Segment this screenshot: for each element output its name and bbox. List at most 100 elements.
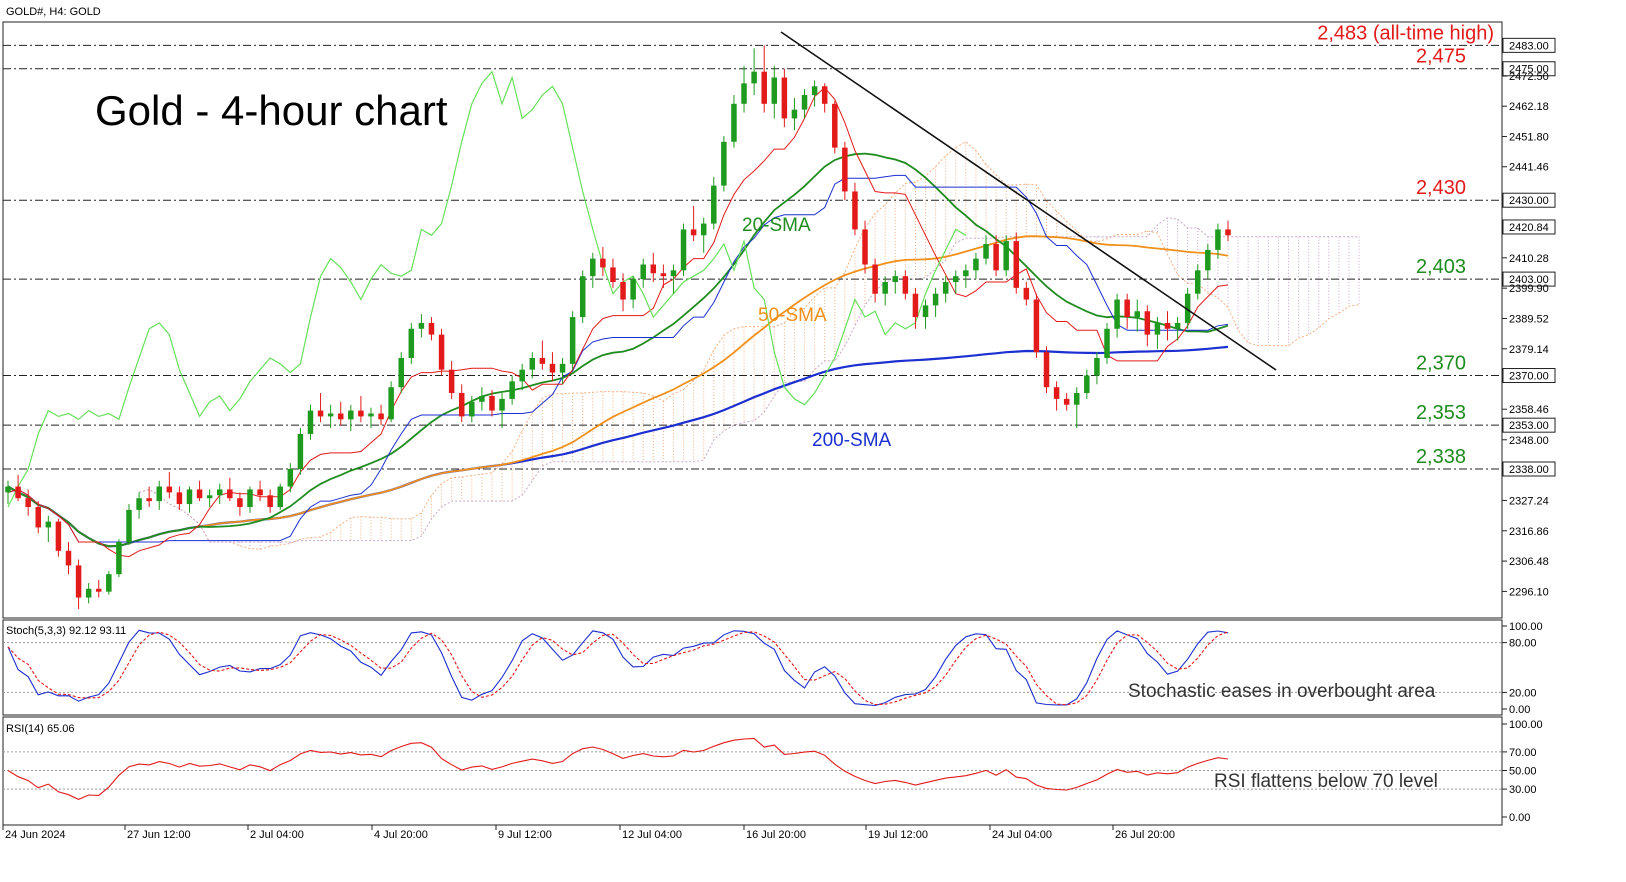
candle <box>579 270 586 323</box>
price-levels <box>3 44 1502 470</box>
candle <box>983 235 989 265</box>
candle <box>1154 317 1161 350</box>
candle <box>55 518 62 557</box>
candle-body <box>1164 322 1171 329</box>
price-tick-label: 2399.90 <box>1509 283 1549 295</box>
price-tick-label: 2475.00 <box>1509 64 1549 76</box>
candle-body <box>95 588 102 592</box>
candle <box>1013 232 1020 294</box>
candle <box>428 317 435 341</box>
rsi-indicator: 100.00 70.00 50.00 30.00 0.00 <box>3 719 1543 824</box>
candle <box>882 276 888 306</box>
candle <box>973 252 979 280</box>
candle <box>15 474 21 502</box>
candle <box>1114 293 1120 338</box>
candle <box>1174 317 1181 341</box>
candle-body <box>418 322 425 329</box>
candle-body <box>781 77 788 119</box>
candle <box>700 217 707 253</box>
candle-body <box>206 495 213 499</box>
price-tag <box>1502 219 1556 235</box>
candle <box>842 141 848 201</box>
price-tick-label: 2370.00 <box>1509 371 1549 383</box>
candle <box>438 328 445 376</box>
price-tick-label: 2338.00 <box>1509 464 1549 476</box>
time-tick-label: 27 Jun 12:00 <box>127 829 191 841</box>
candle <box>771 65 778 119</box>
price-tick-label: 2296.10 <box>1509 586 1549 598</box>
candle <box>670 264 677 294</box>
candle-body <box>1023 287 1030 300</box>
candle-body <box>448 369 455 394</box>
candle-body <box>882 282 888 294</box>
candle-body <box>106 574 112 592</box>
candle <box>1023 282 1030 306</box>
candle-body <box>620 282 626 300</box>
candle <box>902 270 909 300</box>
candle <box>721 135 727 192</box>
candle <box>378 404 384 426</box>
candle-body <box>983 244 989 259</box>
candle-body <box>317 410 324 417</box>
osc-tick-label: 70.00 <box>1509 747 1537 759</box>
candle <box>731 95 737 148</box>
candle-body <box>227 489 233 499</box>
level-label: 2,353 <box>1416 402 1466 424</box>
candle-body <box>166 486 173 493</box>
candle <box>680 223 687 277</box>
chikou-span-line <box>7 70 967 508</box>
candle <box>509 375 515 405</box>
level-label: 2,430 <box>1416 177 1466 199</box>
candle <box>287 463 294 493</box>
candle <box>892 270 899 294</box>
candle <box>620 273 626 312</box>
price-tick-label: 2358.46 <box>1509 404 1549 416</box>
candle <box>196 480 203 502</box>
candle <box>1043 346 1050 394</box>
candle-body <box>297 433 304 469</box>
candle-body <box>1084 375 1090 394</box>
candle-body <box>1215 229 1221 250</box>
candle-body <box>721 141 727 186</box>
price-tick-label: 2451.80 <box>1509 132 1549 144</box>
candle-body <box>509 381 515 399</box>
candle <box>832 100 838 154</box>
candle <box>176 486 183 510</box>
candle-body <box>267 495 273 507</box>
candle-body <box>358 410 364 417</box>
price-tag <box>1502 37 1556 53</box>
candle-body <box>489 395 495 411</box>
candle <box>600 246 606 277</box>
candle-body <box>640 264 646 280</box>
candle <box>1003 235 1009 277</box>
candle-body <box>680 229 687 271</box>
candle <box>1053 381 1060 411</box>
price-tag <box>1502 368 1556 384</box>
candle-body <box>176 492 183 505</box>
stoch-d-line <box>7 631 1229 706</box>
candle-body <box>993 244 999 271</box>
candle-body <box>731 103 737 142</box>
osc-tick-label: 20.00 <box>1509 687 1537 699</box>
price-tag <box>1502 461 1556 477</box>
candle <box>146 486 152 507</box>
candle <box>862 220 868 274</box>
candle <box>65 542 72 575</box>
candle <box>85 582 92 604</box>
candle-body <box>1195 270 1201 294</box>
candle <box>1094 352 1100 385</box>
candle <box>569 311 576 370</box>
kijun-sen-line <box>7 174 1229 543</box>
candle-body <box>116 542 122 575</box>
candle-body <box>287 469 294 487</box>
candle <box>277 483 283 510</box>
candle-body <box>569 317 576 364</box>
indicator-lines <box>7 70 1229 558</box>
candle-body <box>45 521 52 528</box>
sma20-line <box>7 152 1229 548</box>
candle-body <box>186 489 193 505</box>
price-tick-label: 2410.28 <box>1509 253 1549 265</box>
time-tick-label: 19 Jul 12:00 <box>868 829 928 841</box>
candle-body <box>257 489 263 496</box>
candle <box>821 83 828 113</box>
